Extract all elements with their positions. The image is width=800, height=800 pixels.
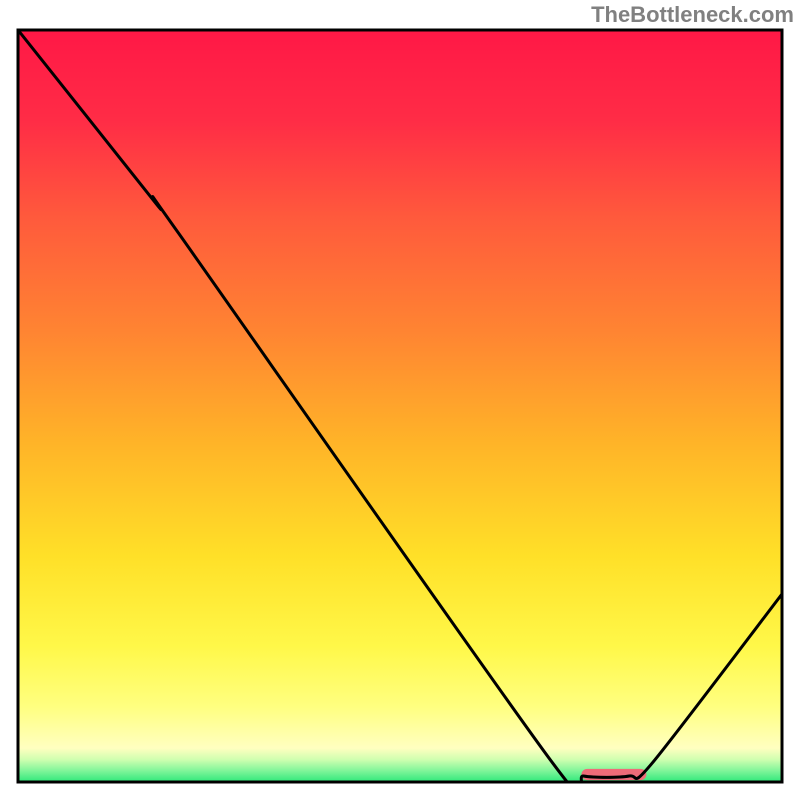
chart-container: TheBottleneck.com [0,0,800,800]
plot-area [18,30,782,800]
bottleneck-chart [0,0,800,800]
watermark-label: TheBottleneck.com [591,2,794,28]
gradient-background [18,30,782,782]
